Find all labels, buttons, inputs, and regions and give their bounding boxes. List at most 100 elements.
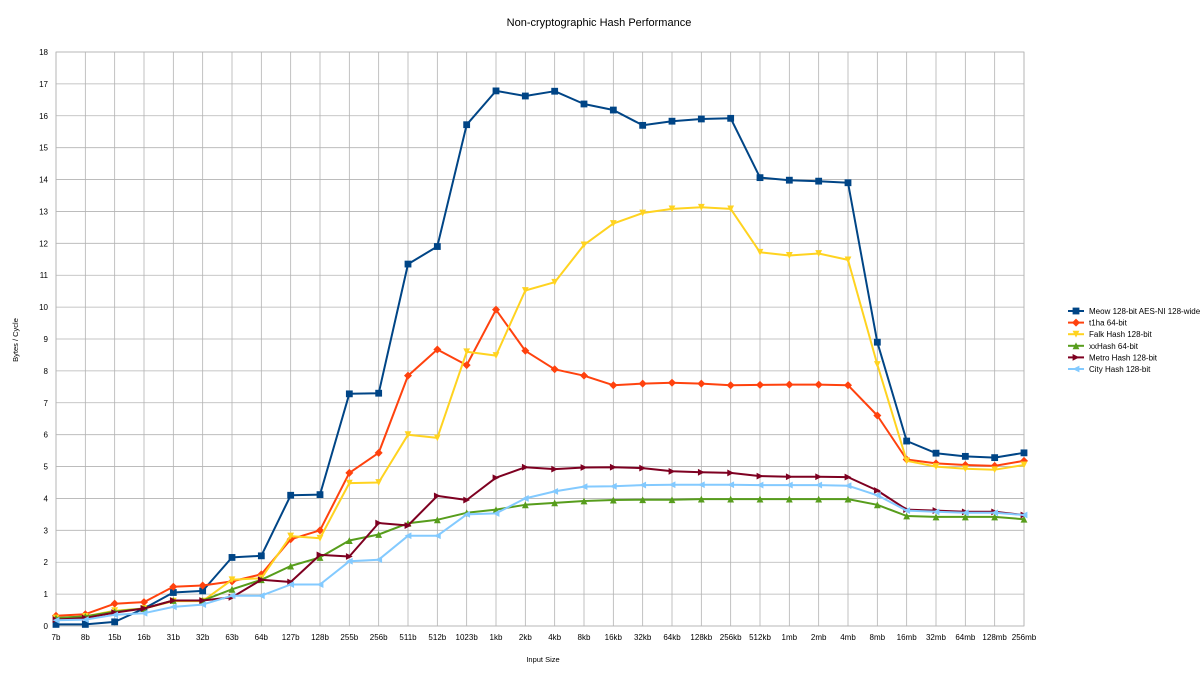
data-point	[815, 481, 823, 489]
y-tick-label: 10	[39, 303, 48, 312]
data-point	[932, 449, 940, 457]
data-point	[199, 601, 207, 609]
legend-item: City Hash 128-bit	[1068, 365, 1151, 374]
data-point	[668, 496, 676, 504]
x-tick-label: 1023b	[456, 633, 479, 642]
x-tick-label: 511b	[399, 633, 417, 642]
data-point	[521, 501, 529, 509]
series-group	[52, 87, 1028, 628]
y-tick-label: 2	[44, 558, 49, 567]
data-point	[492, 305, 500, 314]
x-tick-label: 2mb	[811, 633, 827, 642]
data-point	[668, 378, 676, 387]
data-point	[551, 87, 559, 95]
data-point	[140, 609, 148, 617]
series-6	[52, 481, 1028, 624]
legend: Meow 128-bit AES-NI 128-wide t1ha 64-bit F…	[1068, 307, 1200, 374]
data-point	[668, 205, 676, 213]
series-line	[55, 308, 1025, 617]
data-point	[844, 482, 852, 490]
data-point	[433, 345, 442, 354]
data-point	[345, 390, 353, 398]
data-point	[903, 507, 911, 514]
series-3	[52, 203, 1028, 622]
x-tick-label: 256kb	[720, 633, 742, 642]
data-point	[463, 348, 471, 356]
data-point	[316, 526, 324, 535]
chart-title: Non-cryptographic Hash Performance	[507, 17, 692, 29]
data-point	[433, 243, 441, 250]
y-tick-label: 1	[44, 590, 49, 599]
data-point	[551, 488, 559, 495]
data-point	[1020, 461, 1028, 469]
data-point	[903, 437, 911, 445]
y-tick-label: 0	[44, 622, 49, 631]
data-point	[785, 481, 793, 489]
x-tick-label: 32mb	[926, 633, 947, 642]
data-point	[609, 381, 618, 390]
x-tick-label: 8kb	[578, 633, 591, 642]
data-point	[873, 338, 881, 346]
data-point	[932, 513, 940, 521]
series-line	[56, 89, 1025, 626]
data-point	[609, 220, 617, 227]
legend-marker	[1072, 330, 1080, 338]
data-point	[111, 618, 119, 626]
y-axis-label: Bytes / Cycle	[11, 318, 20, 362]
data-point	[110, 599, 119, 608]
data-point	[580, 483, 588, 491]
x-tick-label: 8mb	[870, 633, 886, 642]
series-5	[52, 463, 1028, 624]
data-point	[991, 509, 999, 517]
data-point	[844, 179, 852, 187]
x-tick-label: 4mb	[840, 633, 856, 642]
y-tick-label: 6	[44, 431, 49, 440]
data-point	[697, 379, 706, 388]
legend-label: City Hash 128-bit	[1089, 365, 1151, 374]
data-point	[844, 256, 852, 264]
data-point	[374, 448, 383, 457]
series-line	[55, 483, 1025, 622]
legend-marker	[1072, 342, 1080, 350]
data-point	[316, 581, 324, 588]
data-point	[345, 537, 353, 544]
data-point	[844, 495, 852, 503]
legend-marker	[1072, 354, 1080, 361]
data-point	[785, 252, 793, 259]
data-point	[345, 553, 353, 560]
data-point	[727, 495, 735, 503]
data-point	[316, 491, 324, 499]
data-point	[463, 496, 471, 504]
data-point	[961, 465, 969, 473]
data-point	[727, 114, 735, 122]
data-point	[52, 621, 60, 628]
y-tick-label: 8	[44, 367, 49, 376]
data-point	[404, 522, 412, 529]
data-point	[815, 495, 823, 503]
x-tick-label: 31b	[167, 633, 181, 642]
data-point	[521, 92, 529, 100]
data-point	[638, 379, 647, 388]
series-2	[52, 305, 1028, 620]
data-point	[287, 532, 295, 540]
x-tick-label: 16mb	[897, 633, 918, 642]
legend-item: t1ha 64-bit	[1068, 318, 1128, 328]
data-point	[345, 468, 354, 477]
data-point	[551, 465, 559, 473]
x-tick-label: 512b	[428, 633, 446, 642]
data-point	[169, 597, 177, 604]
data-point	[697, 495, 705, 503]
data-point	[580, 100, 588, 108]
series-line	[55, 206, 1025, 619]
data-point	[550, 365, 559, 374]
y-tick-label: 18	[39, 48, 48, 57]
x-tick-label: 256mb	[1012, 633, 1037, 642]
data-point	[433, 434, 441, 442]
data-point	[756, 472, 764, 480]
data-point	[873, 501, 881, 509]
x-tick-label: 64kb	[663, 633, 681, 642]
x-tick-label: 1mb	[782, 633, 798, 642]
data-point	[375, 519, 383, 527]
data-point	[873, 361, 881, 368]
